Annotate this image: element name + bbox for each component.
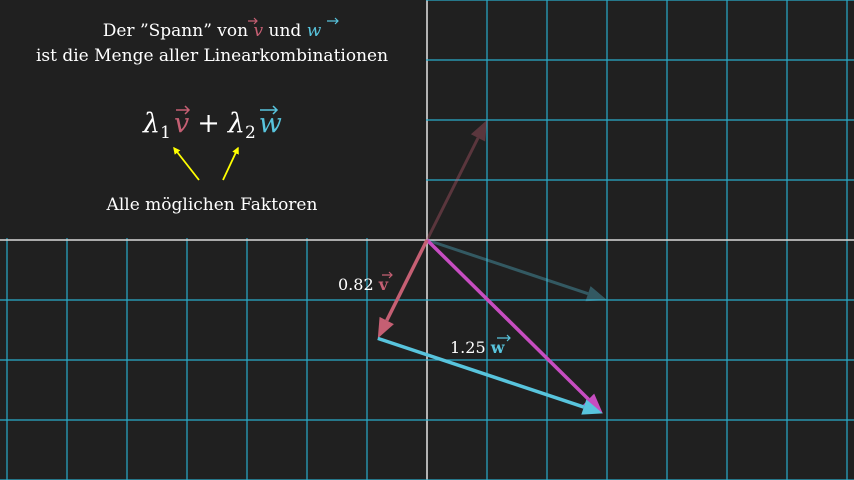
svg-text:λ1v+λ2w: λ1 v + λ2 w <box>142 108 282 143</box>
scaled-vector-w <box>377 336 603 415</box>
lambda-2: λ <box>227 108 245 139</box>
factor-arrow-right <box>222 146 239 181</box>
formula-v: v <box>174 108 189 139</box>
title-line-2: ist die Menge aller Linearkombinationen <box>36 46 388 66</box>
formula-w-arrow-accent <box>260 105 279 115</box>
scaled-v-label-arrow-accent <box>382 271 393 279</box>
scaled-w-label: 1.25 w <box>450 338 506 357</box>
title-prefix: Der ”Spann” von <box>103 21 248 41</box>
title-middle: und <box>269 21 302 41</box>
scaled-w-coefficient: 1.25 <box>450 338 486 357</box>
scaled-v-symbol: v <box>378 275 389 294</box>
text-panel-background <box>0 0 426 238</box>
scaled-v-label: 0.82 v <box>338 275 389 294</box>
scaled-vector-v <box>377 239 429 339</box>
vector-layer <box>377 120 607 415</box>
linear-combination-formula: λ1 v + λ2 w <box>142 105 282 143</box>
formula-v-arrow-accent <box>176 105 191 115</box>
title-w-arrow-accent <box>327 17 339 25</box>
scaled-v-coefficient: 0.82 <box>338 275 374 294</box>
title-v-arrow-accent <box>248 17 258 25</box>
scaled-w-label-arrow-accent <box>497 334 511 342</box>
factors-caption: Alle möglichen Faktoren <box>106 195 318 215</box>
title-v-symbol: v <box>254 21 264 41</box>
subscript-2: 2 <box>245 123 256 143</box>
scaled-w-symbol: w <box>490 338 506 357</box>
sum-vector <box>425 238 603 414</box>
lambda-1: λ <box>142 108 160 139</box>
factor-arrow-left <box>173 146 200 181</box>
formula-plus: + <box>197 108 220 139</box>
faded-vector-v <box>425 120 487 241</box>
title-w-symbol: w <box>307 21 322 41</box>
subscript-1: 1 <box>160 123 171 143</box>
title-line-1: Der ”Spann” von v und w <box>103 21 322 41</box>
formula-w: w <box>259 108 282 139</box>
faded-vector-w <box>426 238 607 302</box>
